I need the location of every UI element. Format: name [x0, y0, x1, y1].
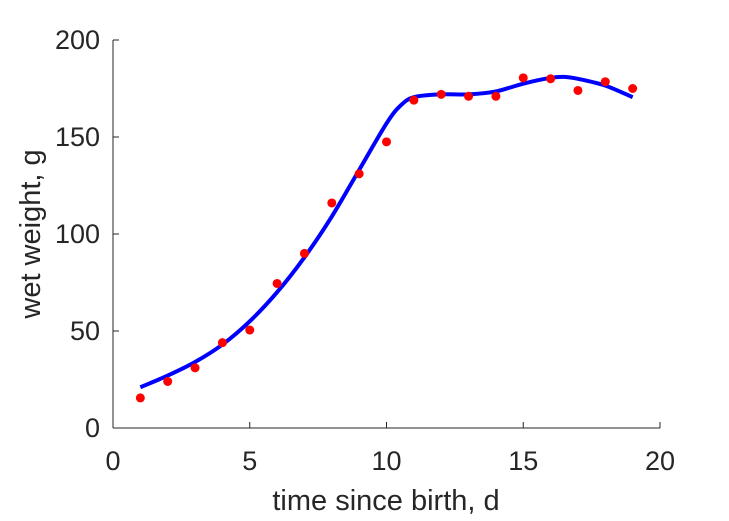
y-tick-label: 100: [55, 219, 100, 249]
y-tick-label: 200: [55, 25, 100, 55]
data-point: [382, 137, 391, 147]
x-axis-label: time since birth, d: [272, 485, 499, 517]
data-point: [518, 73, 528, 83]
plot-area: [135, 73, 638, 403]
x-tick-label: 20: [645, 446, 675, 476]
fit-line: [139, 74, 634, 390]
data-point: [573, 85, 583, 95]
x-tick-label: 10: [371, 446, 401, 476]
data-point: [299, 248, 309, 258]
data-point: [628, 84, 638, 93]
data-point: [135, 393, 145, 403]
data-point: [464, 91, 474, 101]
data-point: [409, 95, 419, 105]
y-ticks: 0 50 100 150 200: [55, 25, 119, 443]
data-point: [163, 376, 173, 386]
data-point: [436, 89, 446, 99]
data-point: [245, 325, 255, 335]
data-point: [354, 169, 364, 179]
data-point: [190, 363, 200, 373]
x-ticks: 0 5 10 15 20: [105, 422, 675, 476]
x-tick-label: 15: [508, 446, 538, 476]
y-tick-label: 0: [85, 413, 100, 443]
x-tick-label: 5: [242, 446, 257, 476]
data-point: [327, 198, 337, 208]
y-axis-label: wet weight, g: [15, 149, 47, 319]
x-tick-label: 0: [105, 446, 120, 476]
data-point: [600, 77, 610, 87]
y-tick-label: 50: [70, 316, 100, 346]
data-point: [491, 91, 501, 101]
data-point: [217, 338, 227, 348]
data-point: [546, 74, 556, 84]
data-point: [272, 278, 282, 288]
y-tick-label: 150: [55, 122, 100, 152]
